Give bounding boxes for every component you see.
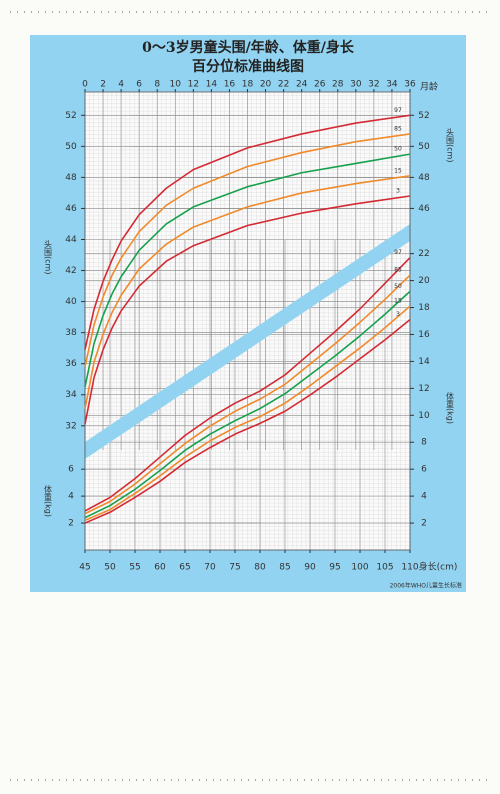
marks: 0 2 4 6 8 10 12 14 16 18 20 22 24 26 28 30 32 34 363234363…: [65, 80, 430, 573]
x-tick-label: 24: [296, 80, 308, 90]
y2-tick-label: 16: [418, 330, 430, 340]
y-tick-label: 4: [68, 492, 74, 502]
y2-axis-label: 头围(cm): [446, 127, 455, 162]
chart-title: 0～3岁男童头围/年龄、体重/身长: [142, 39, 355, 56]
percentile-line: [84, 305, 411, 522]
y-tick-label: 46: [65, 204, 77, 214]
x-tick-label: 65: [179, 563, 190, 573]
x-axis-label: 身长(cm): [419, 561, 458, 573]
x-tick-label: 14: [206, 80, 218, 90]
x-tick-label: 105: [376, 563, 393, 573]
x-axis-label: 月龄: [420, 81, 438, 93]
y2-tick-label: 6: [421, 465, 427, 475]
percentile-label: 97: [394, 107, 402, 114]
x-tick-label: 60: [154, 563, 166, 573]
y2-tick-label: 12: [418, 384, 429, 394]
y2-tick-label: 50: [418, 142, 430, 152]
y-tick-label: 2: [68, 519, 74, 529]
y2-tick-label: 20: [418, 276, 430, 286]
percentile-label: 50: [394, 283, 402, 290]
x-tick-label: 50: [104, 563, 116, 573]
x-tick-label: 16: [224, 80, 236, 90]
x-tick-label: 6: [136, 80, 142, 90]
x-tick-label: 18: [242, 80, 254, 90]
y2-tick-label: 52: [418, 111, 429, 121]
y-axis-label: 体重(kg): [44, 484, 53, 517]
x-tick-label: 8: [154, 80, 160, 90]
y2-tick-label: 48: [418, 173, 430, 183]
x-tick-label: 100: [351, 563, 368, 573]
x-tick-label: 28: [332, 80, 344, 90]
y-tick-label: 42: [65, 266, 76, 276]
y-tick-label: 6: [68, 465, 74, 475]
y2-axis-label: 体重(kg): [446, 391, 455, 424]
y2-tick-label: 46: [418, 204, 430, 214]
x-tick-label: 20: [260, 80, 272, 90]
y2-tick-label: 18: [418, 303, 430, 313]
x-tick-label: 95: [329, 563, 340, 573]
x-tick-label: 36: [404, 80, 416, 90]
chart-subtitle: 百分位标准曲线图: [192, 58, 304, 75]
x-tick-label: 45: [79, 563, 90, 573]
percentile-label: 15: [394, 167, 402, 174]
y2-tick-label: 2: [421, 519, 427, 529]
x-tick-label: 55: [129, 563, 140, 573]
x-tick-label: 80: [254, 563, 266, 573]
divider-band: [85, 224, 410, 459]
source-note: 2006年WHO儿童生长标准: [390, 582, 462, 590]
percentile-line: [84, 257, 411, 512]
y-tick-label: 34: [65, 390, 77, 400]
x-tick-label: 70: [204, 563, 216, 573]
percentile-label: 3: [396, 311, 400, 318]
percentile-line: [84, 274, 411, 515]
y2-tick-label: 22: [418, 249, 429, 259]
percentile-label: 3: [396, 188, 400, 195]
y-axis-label: 头围(cm): [44, 239, 53, 274]
y-tick-label: 40: [65, 297, 77, 307]
y-tick-label: 44: [65, 235, 77, 245]
x-tick-label: 85: [279, 563, 290, 573]
y2-tick-label: 14: [418, 357, 430, 367]
grid: [84, 92, 411, 550]
x-tick-label: 75: [229, 563, 240, 573]
y2-tick-label: 8: [421, 438, 427, 448]
y-tick-label: 32: [65, 421, 76, 431]
y-tick-label: 48: [65, 173, 77, 183]
percentile-label: 15: [394, 298, 402, 305]
x-tick-label: 110: [401, 563, 418, 573]
x-tick-label: 4: [118, 80, 124, 90]
percentile-line: [84, 290, 411, 519]
percentile-line: [84, 133, 411, 367]
percentile-label: 85: [394, 267, 402, 274]
x-tick-label: 30: [350, 80, 362, 90]
x-tick-label: 90: [304, 563, 316, 573]
y-tick-label: 38: [65, 328, 77, 338]
percentile-line: [84, 153, 411, 388]
y2-tick-label: 10: [418, 411, 430, 421]
percentile-label: 97: [394, 249, 402, 256]
percentile-label: 85: [394, 125, 402, 132]
y-tick-label: 36: [65, 359, 77, 369]
percentile-line: [84, 114, 411, 350]
percentile-line: [84, 319, 411, 524]
x-tick-label: 2: [100, 80, 106, 90]
y-tick-label: 50: [65, 142, 77, 152]
x-tick-label: 32: [368, 80, 379, 90]
percentile-line: [84, 195, 411, 425]
y-tick-label: 52: [65, 111, 76, 121]
y2-tick-label: 4: [421, 492, 427, 502]
percentile-label: 50: [394, 146, 402, 153]
x-tick-label: 0: [82, 80, 88, 90]
x-tick-label: 26: [314, 80, 326, 90]
x-tick-label: 10: [170, 80, 182, 90]
percentile-line: [84, 175, 411, 409]
x-tick-label: 34: [386, 80, 398, 90]
x-tick-label: 22: [278, 80, 289, 90]
x-tick-label: 12: [188, 80, 199, 90]
